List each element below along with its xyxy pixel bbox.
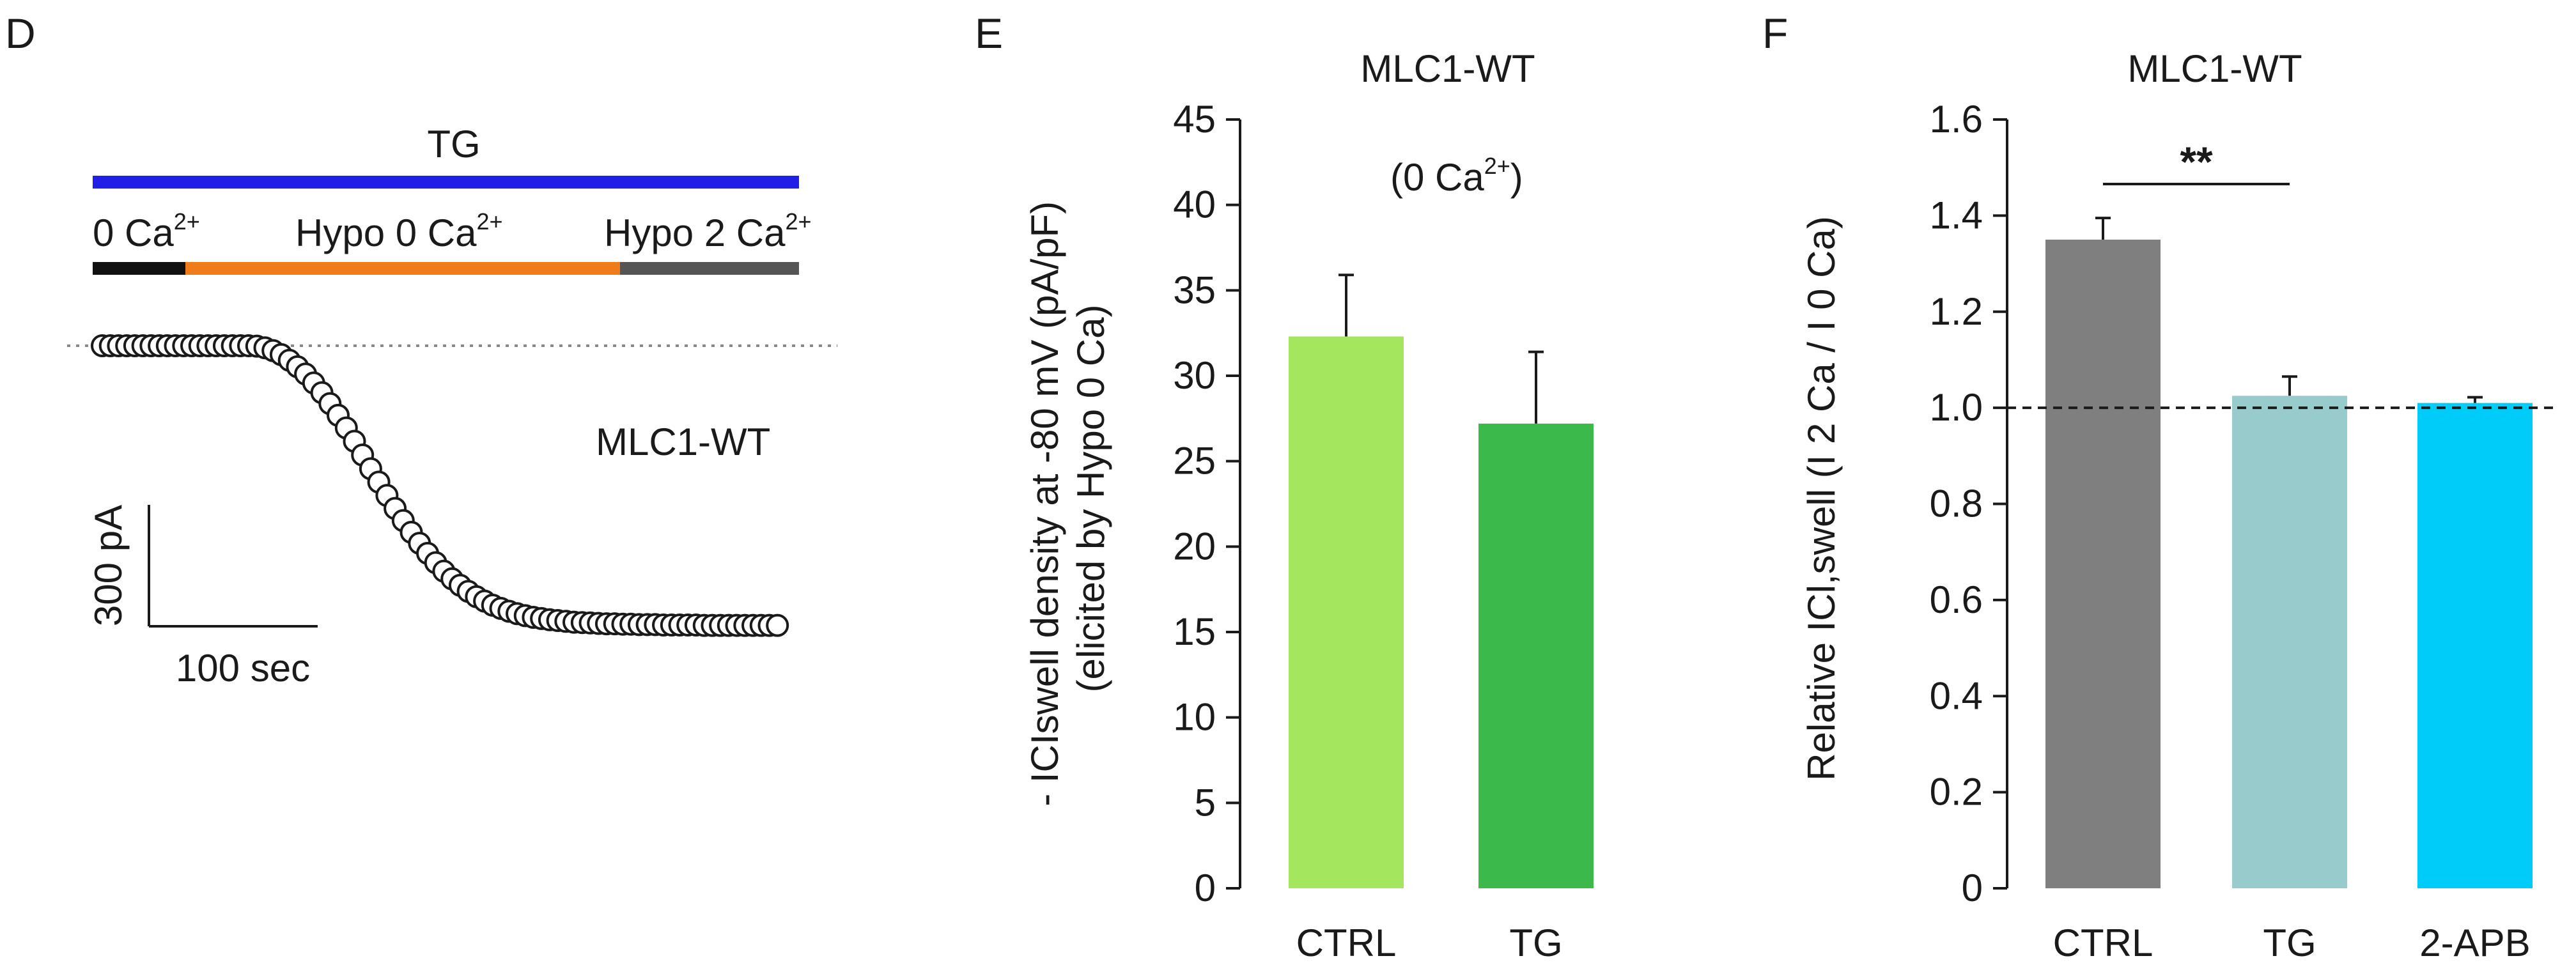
x-tick-label: TG <box>2263 922 2316 964</box>
y-tick-label: 20 <box>1173 525 1216 567</box>
scale-bar-time-label: 100 sec <box>176 647 310 690</box>
y-tick-label: 0 <box>1962 867 1983 909</box>
chart-f-bars: CTRL TG 2-APB <box>2045 217 2533 964</box>
chart-e-ylabel: - ICIswell density at -80 mV (pA/pF) (el… <box>1023 190 1112 806</box>
current-trace <box>91 334 789 637</box>
x-tick-label: CTRL <box>2053 922 2153 964</box>
bar-2-apb <box>2417 403 2533 888</box>
y-tick-label: 0 <box>1195 867 1216 909</box>
chart-e-annotation-text: (0 Ca <box>1390 156 1484 199</box>
trace-point <box>766 613 789 637</box>
chart-f-significance: ** <box>2103 138 2290 185</box>
bar-tg <box>1478 423 1594 888</box>
trace-label: MLC1-WT <box>596 420 770 463</box>
x-tick-label: 2-APB <box>2419 922 2530 964</box>
y-tick-label: 5 <box>1195 781 1216 824</box>
bar-tg <box>2232 396 2347 888</box>
solution-label-hypo0ca: Hypo 0 Ca2+ <box>295 208 503 254</box>
chart-e-y-ticks: 0 5 10 15 20 25 30 35 40 45 <box>1173 98 1240 909</box>
y-tick-label: 0.2 <box>1930 771 1983 814</box>
panel-f: F MLC1-WT Relative ICl,swell (I 2 Ca / I… <box>1762 10 2557 964</box>
y-tick-label: 15 <box>1173 610 1216 653</box>
y-tick-label: 30 <box>1173 354 1216 397</box>
chart-f-y-ticks: 0 0.2 0.4 0.6 0.8 1.0 1.2 1.4 1.6 <box>1930 98 2007 909</box>
solution-bar-hypo0ca <box>185 262 620 275</box>
y-tick-label: 45 <box>1173 98 1216 141</box>
solution-label-hypo2ca-text: Hypo 2 Ca <box>604 212 786 254</box>
solution-bar-0ca <box>93 262 185 275</box>
drug-label: TG <box>427 123 480 166</box>
solution-label-hypo0ca-sup: 2+ <box>476 208 502 235</box>
solution-label-hypo2ca-sup: 2+ <box>785 208 811 235</box>
solution-bar-hypo2ca <box>620 262 799 275</box>
panel-e-letter: E <box>975 10 1003 57</box>
bar-ctrl <box>1289 336 1404 888</box>
panel-e: E MLC1-WT (0 Ca2+) - ICIswell density at… <box>975 10 1594 964</box>
chart-e-ylabel-line1: - ICIswell density at -80 mV (pA/pF) <box>1023 201 1066 806</box>
chart-e-title: MLC1-WT <box>1360 47 1535 90</box>
panel-f-letter: F <box>1762 10 1788 57</box>
chart-e-bars: CTRL TG <box>1289 274 1594 964</box>
solution-label-0ca-sup: 2+ <box>174 208 200 235</box>
y-tick-label: 0.8 <box>1930 482 1983 525</box>
x-tick-label: TG <box>1509 922 1562 964</box>
chart-e-ylabel-line2: (elicited by Hypo 0 Ca) <box>1069 305 1112 693</box>
chart-f-title: MLC1-WT <box>2127 47 2302 90</box>
drug-application-bar <box>93 176 799 189</box>
y-tick-label: 1.2 <box>1930 290 1983 333</box>
solution-label-0ca: 0 Ca2+ <box>93 208 200 254</box>
bar-ctrl <box>2045 239 2161 888</box>
chart-e-annotation-close: ) <box>1510 156 1523 199</box>
y-tick-label: 1.6 <box>1930 98 1983 141</box>
y-tick-label: 10 <box>1173 696 1216 739</box>
y-tick-label: 35 <box>1173 268 1216 311</box>
chart-f-ylabel: Relative ICl,swell (I 2 Ca / I 0 Ca) <box>1800 216 1843 781</box>
panel-d-letter: D <box>5 10 36 57</box>
y-tick-label: 1.0 <box>1930 386 1983 429</box>
y-tick-label: 25 <box>1173 440 1216 482</box>
solution-label-hypo0ca-text: Hypo 0 Ca <box>295 212 477 254</box>
scale-bar-current-label: 300 pA <box>87 505 130 626</box>
y-tick-label: 0.6 <box>1930 578 1983 621</box>
solution-label-0ca-text: 0 Ca <box>93 212 174 254</box>
y-tick-label: 40 <box>1173 183 1216 226</box>
y-tick-label: 0.4 <box>1930 674 1983 717</box>
y-tick-label: 1.4 <box>1930 194 1983 236</box>
significance-label: ** <box>2180 138 2213 185</box>
chart-e-annotation: (0 Ca2+) <box>1390 153 1523 199</box>
chart-e-annotation-sup: 2+ <box>1484 153 1510 179</box>
solution-label-hypo2ca: Hypo 2 Ca2+ <box>604 208 812 254</box>
panel-d: D TG 0 Ca2+ Hypo 0 Ca2+ Hypo 2 Ca2+ MLC1… <box>5 10 837 690</box>
x-tick-label: CTRL <box>1296 922 1397 964</box>
